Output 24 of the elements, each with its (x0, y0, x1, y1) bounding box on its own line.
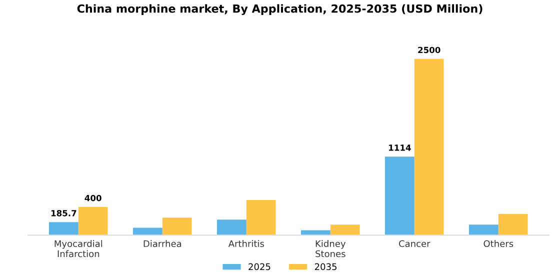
legend-label: 2035 (314, 263, 336, 270)
data-label: 185.7 (51, 210, 76, 216)
x-tick-label: Others (484, 240, 514, 248)
bar (385, 156, 414, 236)
x-tick-label: Kidney Stones (316, 240, 346, 258)
bar (469, 224, 498, 236)
bar (330, 224, 360, 236)
x-tick-label: Arthritis (228, 240, 264, 248)
bar (133, 228, 162, 236)
x-tick-label: Cancer (399, 240, 430, 248)
data-label: 2500 (418, 46, 440, 54)
bar (162, 218, 192, 236)
bar (217, 220, 246, 236)
legend-label: 2025 (248, 263, 270, 270)
data-label: 1114 (389, 144, 411, 151)
x-tick-label: Diarrhea (144, 240, 182, 248)
chart-title: China morphine market, By Application, 2025-2035 (USD Million) (77, 4, 482, 16)
bar (498, 214, 528, 236)
bar (78, 206, 108, 236)
data-label: 400 (84, 194, 102, 202)
x-tick-label: Myocardial Infarction (54, 240, 102, 258)
bar (414, 58, 444, 236)
bar (49, 222, 78, 236)
bar (246, 200, 276, 236)
